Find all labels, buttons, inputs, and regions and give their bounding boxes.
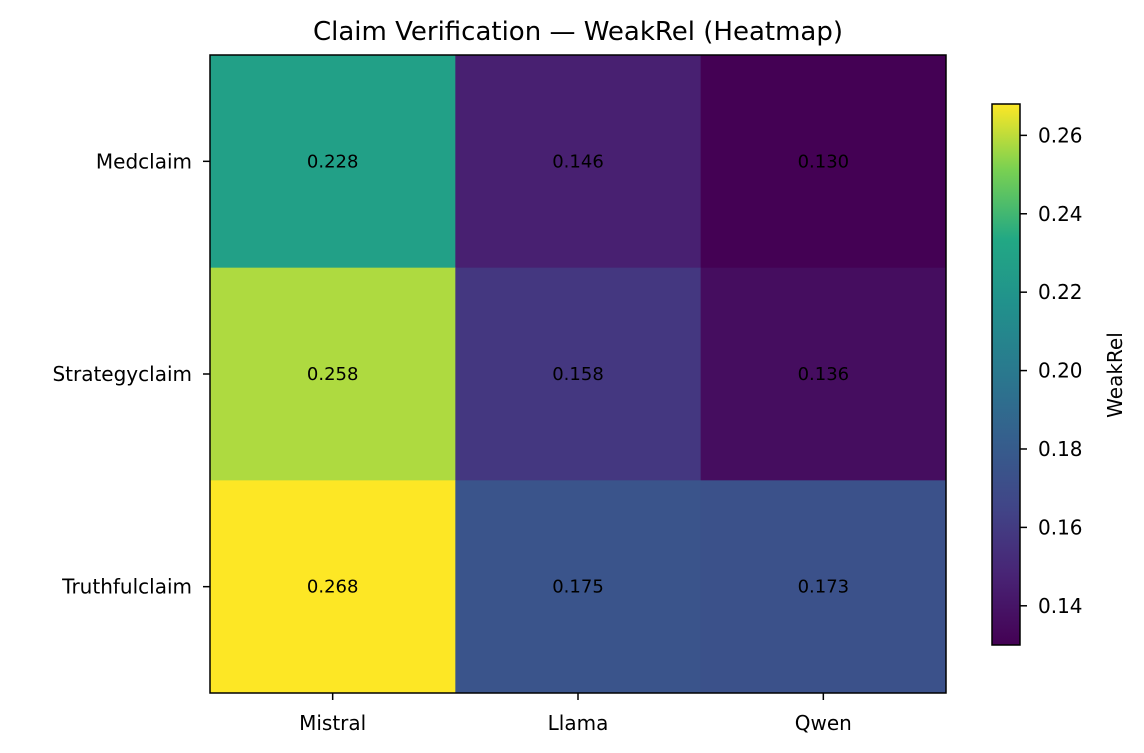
cell-value-label: 0.175 xyxy=(552,577,604,598)
heatmap-cell xyxy=(455,55,702,269)
cell-value-label: 0.268 xyxy=(307,577,359,598)
colorbar-tick-label: 0.16 xyxy=(1038,515,1083,539)
y-tick-label: Truthfulclaim xyxy=(61,575,192,599)
y-tick-label: Strategyclaim xyxy=(52,362,192,386)
colorbar-tick-label: 0.14 xyxy=(1038,594,1083,618)
cell-value-label: 0.258 xyxy=(307,364,359,385)
colorbar-tick-label: 0.18 xyxy=(1038,437,1083,461)
cell-value-label: 0.158 xyxy=(552,364,604,385)
heatmap-cell xyxy=(210,267,456,481)
heatmap-cell xyxy=(210,480,456,694)
x-axis-ticks: Mistral Llama Qwen xyxy=(299,693,852,735)
cell-value-label: 0.228 xyxy=(307,151,359,172)
heatmap-cell xyxy=(455,480,702,694)
heatmap-cell xyxy=(700,267,947,481)
colorbar-tick-label: 0.24 xyxy=(1038,202,1083,226)
y-axis-ticks: Medclaim Strategyclaim Truthfulclaim xyxy=(52,149,210,599)
colorbar-ticks: 0.14 0.16 0.18 0.20 0.22 0.24 0.26 xyxy=(1020,123,1083,618)
heatmap-cell xyxy=(700,55,947,269)
cell-value-label: 0.146 xyxy=(552,151,604,172)
x-tick-label: Llama xyxy=(548,711,609,735)
x-tick-label: Qwen xyxy=(795,711,852,735)
colorbar-tick-label: 0.20 xyxy=(1038,359,1083,383)
cell-value-label: 0.173 xyxy=(798,577,850,598)
colorbar-tick-label: 0.26 xyxy=(1038,123,1083,147)
cell-value-label: 0.136 xyxy=(798,364,850,385)
heatmap-cells xyxy=(210,55,947,694)
colorbar-tick-label: 0.22 xyxy=(1038,280,1083,304)
colorbar-label: WeakRel xyxy=(1103,332,1127,418)
chart-title: Claim Verification — WeakRel (Heatmap) xyxy=(313,17,843,47)
x-tick-label: Mistral xyxy=(299,711,366,735)
cell-value-label: 0.130 xyxy=(798,151,850,172)
heatmap-cell xyxy=(455,267,702,481)
heatmap-cell xyxy=(210,55,456,269)
colorbar xyxy=(991,103,1021,646)
y-tick-label: Medclaim xyxy=(96,149,192,173)
heatmap-value-labels: 0.228 0.146 0.130 0.258 0.158 0.136 0.268 0.175… xyxy=(307,151,849,597)
heatmap-cell xyxy=(700,480,947,694)
